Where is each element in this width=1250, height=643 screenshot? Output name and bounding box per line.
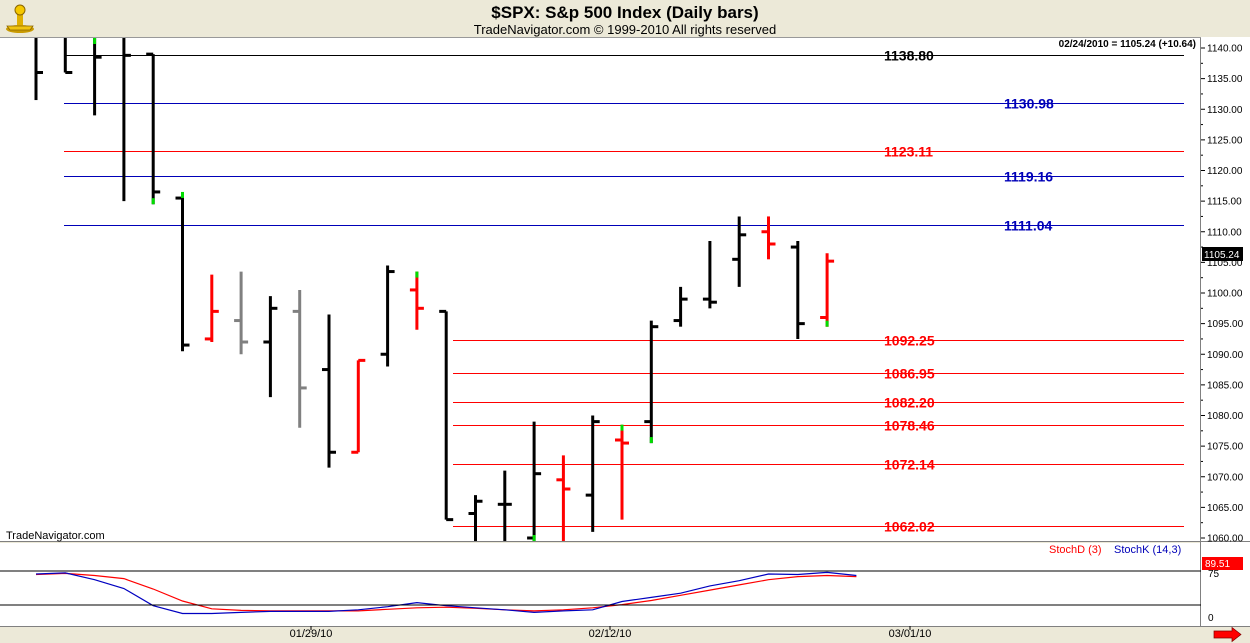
- price-bar: [146, 52, 161, 205]
- price-bar: [615, 424, 629, 520]
- price-bar: [585, 415, 600, 532]
- price-bar: [439, 309, 454, 522]
- level-label: 1130.98: [1004, 96, 1054, 112]
- price-panel: [0, 37, 1201, 541]
- chart-header: $SPX: S&p 500 Index (Daily bars) TradeNa…: [0, 0, 1250, 37]
- x-tick-label: 03/01/10: [889, 628, 932, 640]
- price-bar: [702, 240, 717, 309]
- level-label: 1078.46: [884, 418, 935, 434]
- osc-value-badge-box: [1202, 557, 1243, 570]
- last-quote-readout: 02/24/2010 = 1105.24 (+10.64): [1059, 39, 1196, 50]
- price-axis: [1201, 37, 1250, 626]
- y-tick-label: 1065.00: [1207, 503, 1244, 514]
- series-line: [35, 572, 857, 612]
- price-badge-box: [1202, 247, 1243, 261]
- level-label: 1138.80: [884, 48, 934, 64]
- trade-navigator-logo-icon[interactable]: [4, 4, 36, 39]
- price-bar: [93, 38, 102, 116]
- y-tick-label: 1100.00: [1207, 289, 1243, 300]
- level-label: 1119.16: [1004, 169, 1053, 185]
- date-axis-labels: 01/29/10 02/12/10 03/01/10: [290, 626, 932, 640]
- osc-tick-0: 0: [1208, 613, 1214, 624]
- y-tick-label: 1095.00: [1207, 319, 1244, 330]
- price-bar: [322, 314, 336, 468]
- y-tick-label: 1140.00: [1207, 44, 1243, 55]
- price-bar: [204, 274, 219, 342]
- level-label: 1082.20: [884, 395, 935, 411]
- price-bar: [673, 286, 688, 327]
- price-badge: 1105.24: [1204, 250, 1240, 261]
- y-tick-label: 1105.00: [1207, 258, 1243, 269]
- price-bar: [34, 38, 43, 101]
- price-bar: [468, 495, 483, 541]
- y-tick-label: 1080.00: [1207, 411, 1244, 422]
- y-tick-label: 1060.00: [1207, 534, 1244, 545]
- price-bar: [380, 265, 395, 367]
- chart-subtitle: TradeNavigator.com © 1999-2010 All right…: [473, 22, 777, 37]
- date-axis: [0, 626, 1250, 643]
- level-label: 1072.14: [884, 457, 935, 473]
- y-tick-label: 1110.00: [1207, 227, 1242, 238]
- y-tick-label: 1135.00: [1207, 74, 1243, 85]
- osc-value-badge: 89.51: [1205, 559, 1230, 570]
- legend-stochk: StochK (14,3): [1114, 544, 1181, 556]
- price-bar: [761, 216, 776, 260]
- price-bar: [497, 470, 512, 541]
- price-bar: [527, 421, 542, 541]
- price-bar: [644, 320, 659, 444]
- y-tick-label: 1115.00: [1207, 197, 1242, 208]
- price-bar: [820, 253, 835, 327]
- price-bar: [351, 358, 366, 454]
- y-tick-label: 1070.00: [1207, 472, 1244, 483]
- y-tick-label: 1125.00: [1207, 135, 1243, 146]
- y-tick-label: 1075.00: [1207, 442, 1244, 453]
- price-bars: [34, 38, 835, 541]
- price-bar: [63, 38, 73, 74]
- y-tick-label: 1090.00: [1207, 350, 1244, 361]
- price-level-lines: 1138.80 1130.98 1123.11 1119.16 1111.04 1092.…: [64, 48, 1184, 535]
- level-label: 1062.02: [884, 519, 935, 535]
- y-tick-label: 1120.00: [1207, 166, 1243, 177]
- price-bar: [790, 240, 805, 339]
- price-bar: [556, 455, 571, 541]
- scroll-right-arrow-icon[interactable]: [1213, 626, 1243, 643]
- series-line: [35, 571, 857, 615]
- x-tick-label: 02/12/10: [589, 628, 632, 640]
- y-tick-label: 1130.00: [1207, 105, 1243, 116]
- y-tick-label: 1085.00: [1207, 380, 1244, 391]
- level-label: 1086.95: [884, 366, 935, 382]
- price-bar: [263, 296, 278, 398]
- price-bar: [732, 216, 747, 287]
- legend-stochd: StochD (3): [1049, 544, 1102, 556]
- level-label: 1092.25: [884, 333, 935, 349]
- price-bar: [409, 271, 424, 330]
- price-bar: [175, 191, 190, 352]
- watermark: TradeNavigator.com: [6, 530, 105, 542]
- price-axis-ticks: 1140.00 1135.00 1130.00 1125.00 1120.00 1115.…: [1201, 44, 1244, 545]
- oscillator-panel: [0, 543, 1201, 626]
- level-label: 1123.11: [884, 144, 933, 160]
- chart-title: $SPX: S&p 500 Index (Daily bars): [491, 3, 759, 22]
- level-label: 1111.04: [1004, 218, 1053, 234]
- price-bar: [122, 38, 131, 202]
- price-bar: [292, 289, 307, 428]
- price-bar: [234, 271, 249, 355]
- x-tick-label: 01/29/10: [290, 628, 333, 640]
- stochastic-lines: [35, 571, 857, 615]
- osc-tick-75: 75: [1208, 569, 1220, 580]
